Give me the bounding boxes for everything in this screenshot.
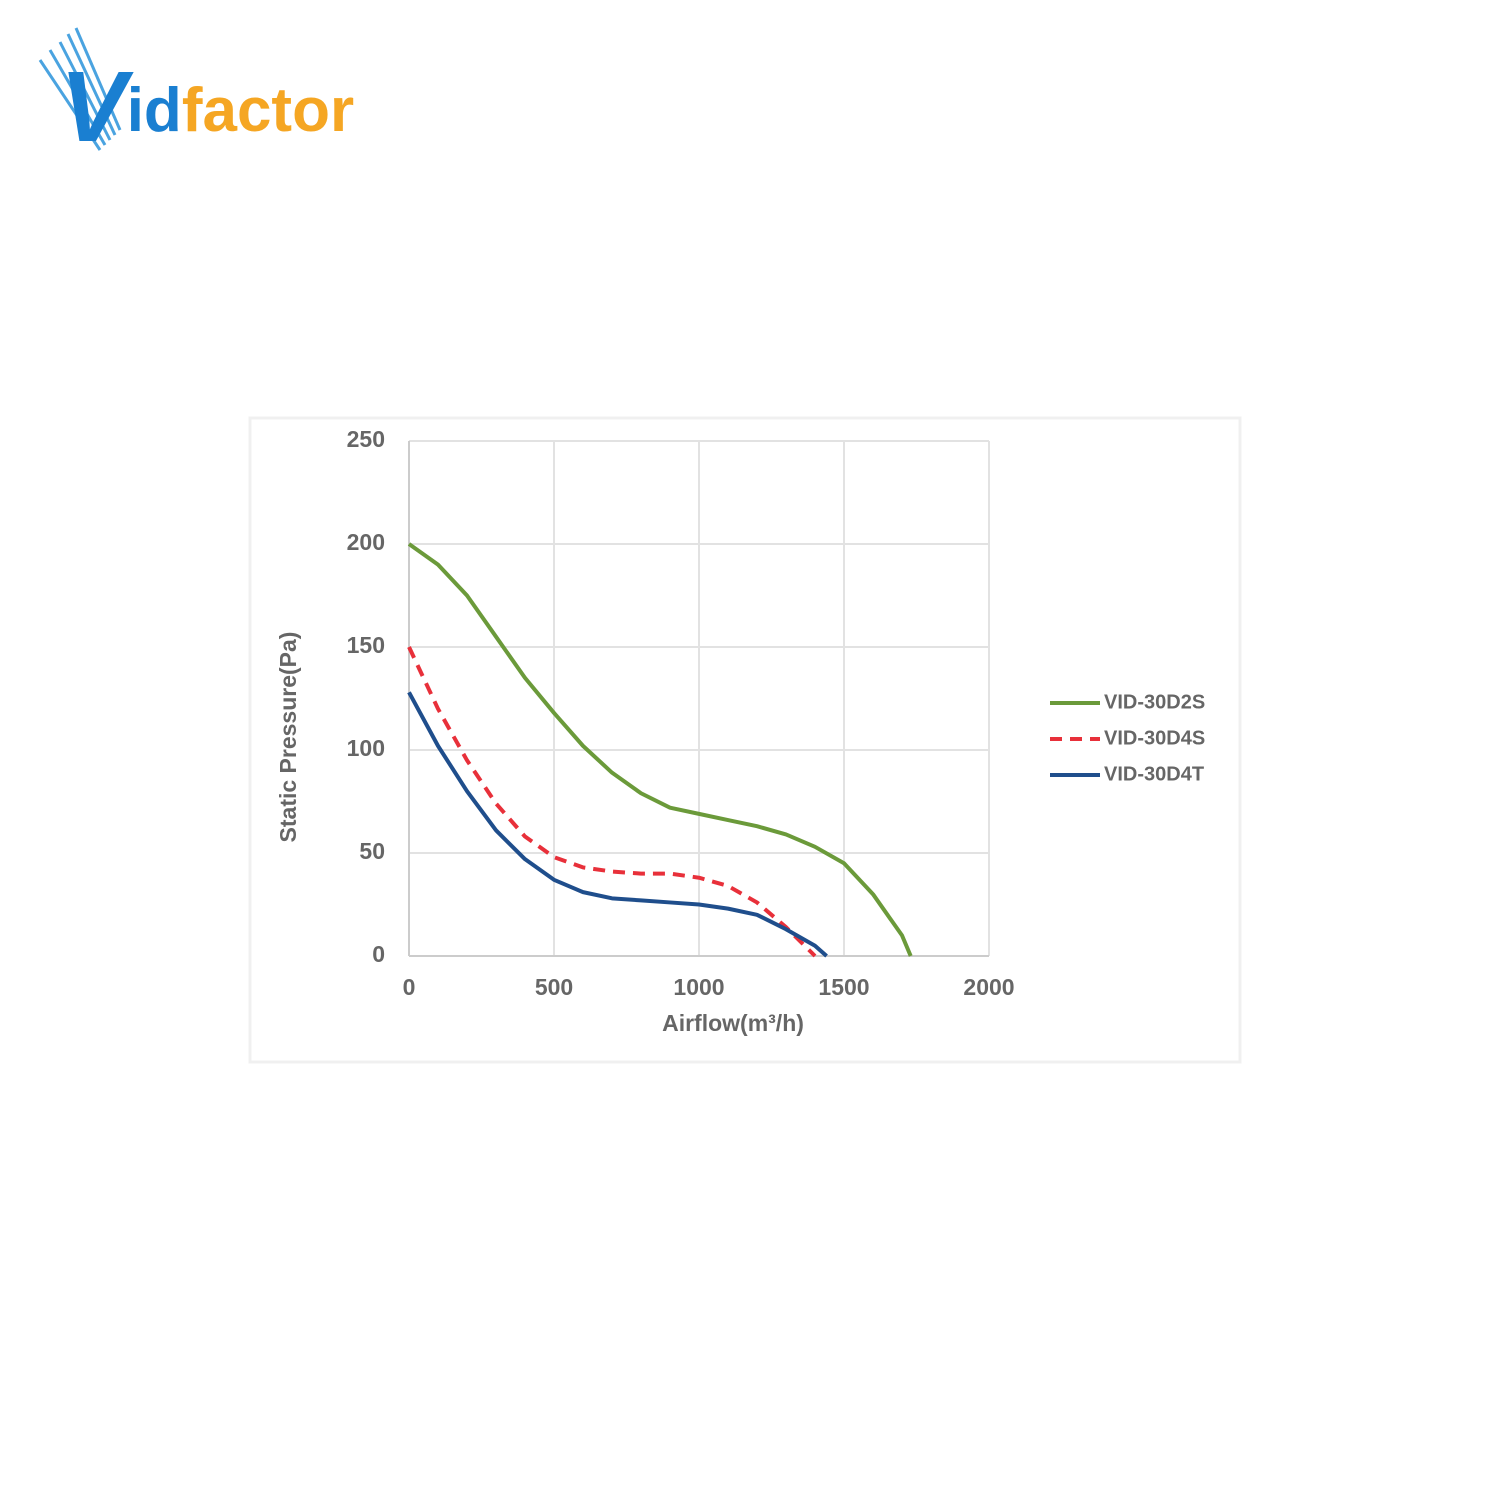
series-line — [407, 646, 817, 958]
legend-label: VID-30D4T — [1104, 763, 1204, 785]
feather — [48, 49, 107, 146]
feather — [74, 27, 122, 131]
legend-label: VID-30D2S — [1104, 691, 1205, 713]
logo-v: V — [60, 51, 134, 163]
feather — [66, 33, 117, 136]
y-tick-label: 0 — [372, 941, 385, 967]
x-tick-label: 500 — [535, 974, 573, 1000]
logo-feathers — [38, 27, 122, 151]
x-tick-label: 1500 — [818, 974, 869, 1000]
legend-label: VID-30D4S — [1104, 727, 1205, 749]
x-tick-label: 0 — [403, 974, 416, 1000]
logo: Vidfactor — [38, 27, 354, 163]
x-axis-label: Airflow(m³/h) — [662, 1010, 804, 1036]
x-tick-label: 1000 — [673, 974, 724, 1000]
y-tick-label: 50 — [359, 838, 385, 864]
y-tick-label: 100 — [347, 735, 385, 761]
series-line — [407, 691, 828, 958]
logo-text: Vidfactor — [60, 51, 354, 163]
y-tick-label: 200 — [347, 529, 385, 555]
y-axis-label: Static Pressure(Pa) — [275, 632, 301, 843]
y-tick-label: 150 — [347, 632, 385, 658]
y-tick-label: 250 — [347, 426, 385, 452]
logo-factor: factor — [182, 76, 354, 145]
feather — [58, 41, 112, 141]
feather — [38, 59, 102, 151]
series-line — [407, 542, 913, 957]
logo-id: id — [127, 76, 182, 145]
x-tick-label: 2000 — [963, 974, 1014, 1000]
